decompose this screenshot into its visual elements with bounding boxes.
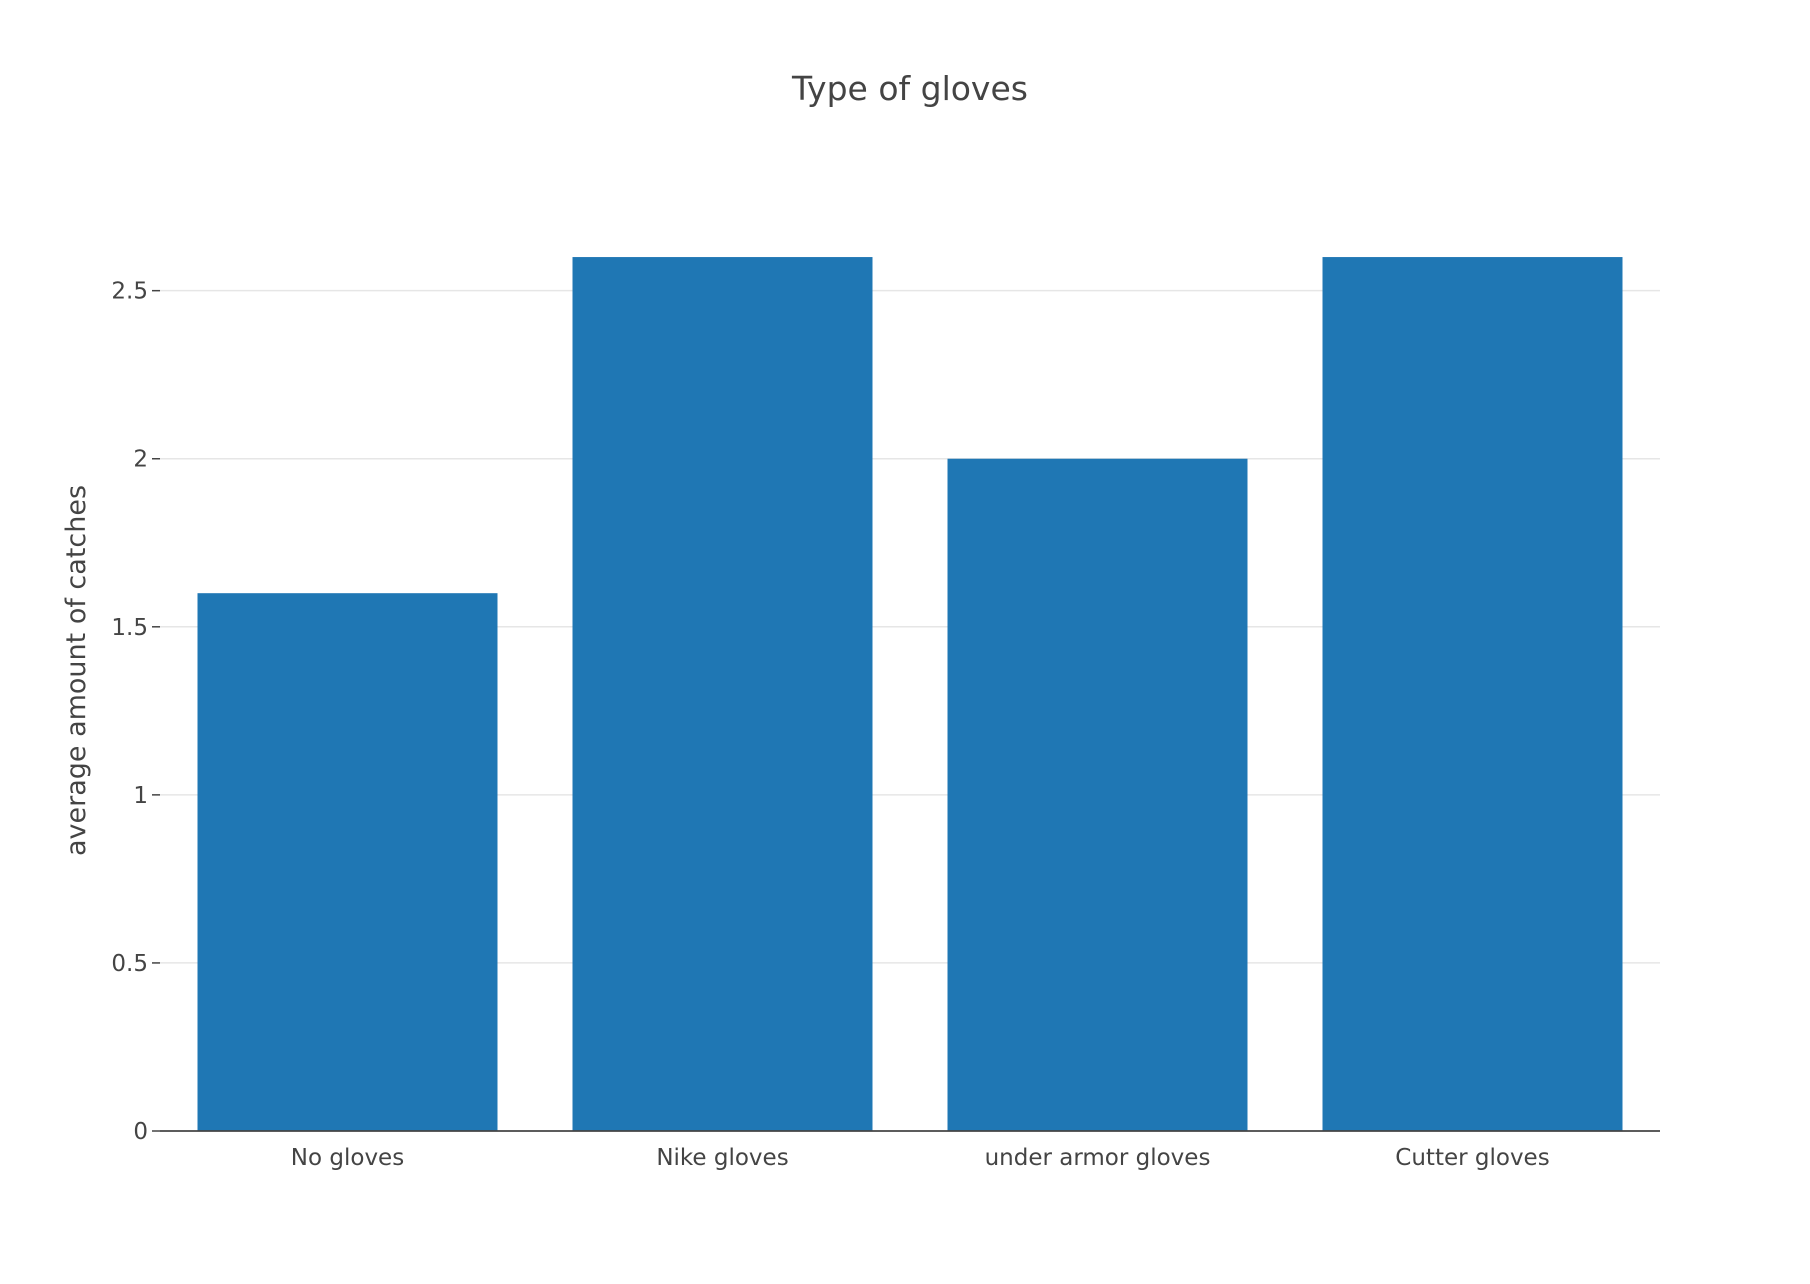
y-axis-title: average amount of catches [61,485,92,856]
y-tick-label: 1.5 [111,615,148,641]
x-tick-label: under armor gloves [985,1145,1211,1171]
bar [1322,257,1623,1132]
x-tick-label: Cutter gloves [1395,1145,1549,1171]
bar [947,458,1248,1132]
y-tick-label: 1 [133,783,148,809]
bar [197,593,498,1131]
y-axis-ticks: 0 0.5 1 1.5 2 2.5 [111,279,160,1145]
bar [572,257,873,1132]
y-tick-label: 0 [133,1119,148,1145]
bars [197,257,1623,1132]
chart-title: Type of gloves [791,69,1028,108]
y-tick-label: 2.5 [111,279,148,305]
y-tick-label: 0.5 [111,951,148,977]
x-tick-label: No gloves [291,1145,404,1171]
y-tick-label: 2 [133,447,148,473]
x-axis-ticks: No gloves Nike gloves under armor gloves Cu… [291,1145,1550,1171]
x-tick-label: Nike gloves [656,1145,788,1171]
